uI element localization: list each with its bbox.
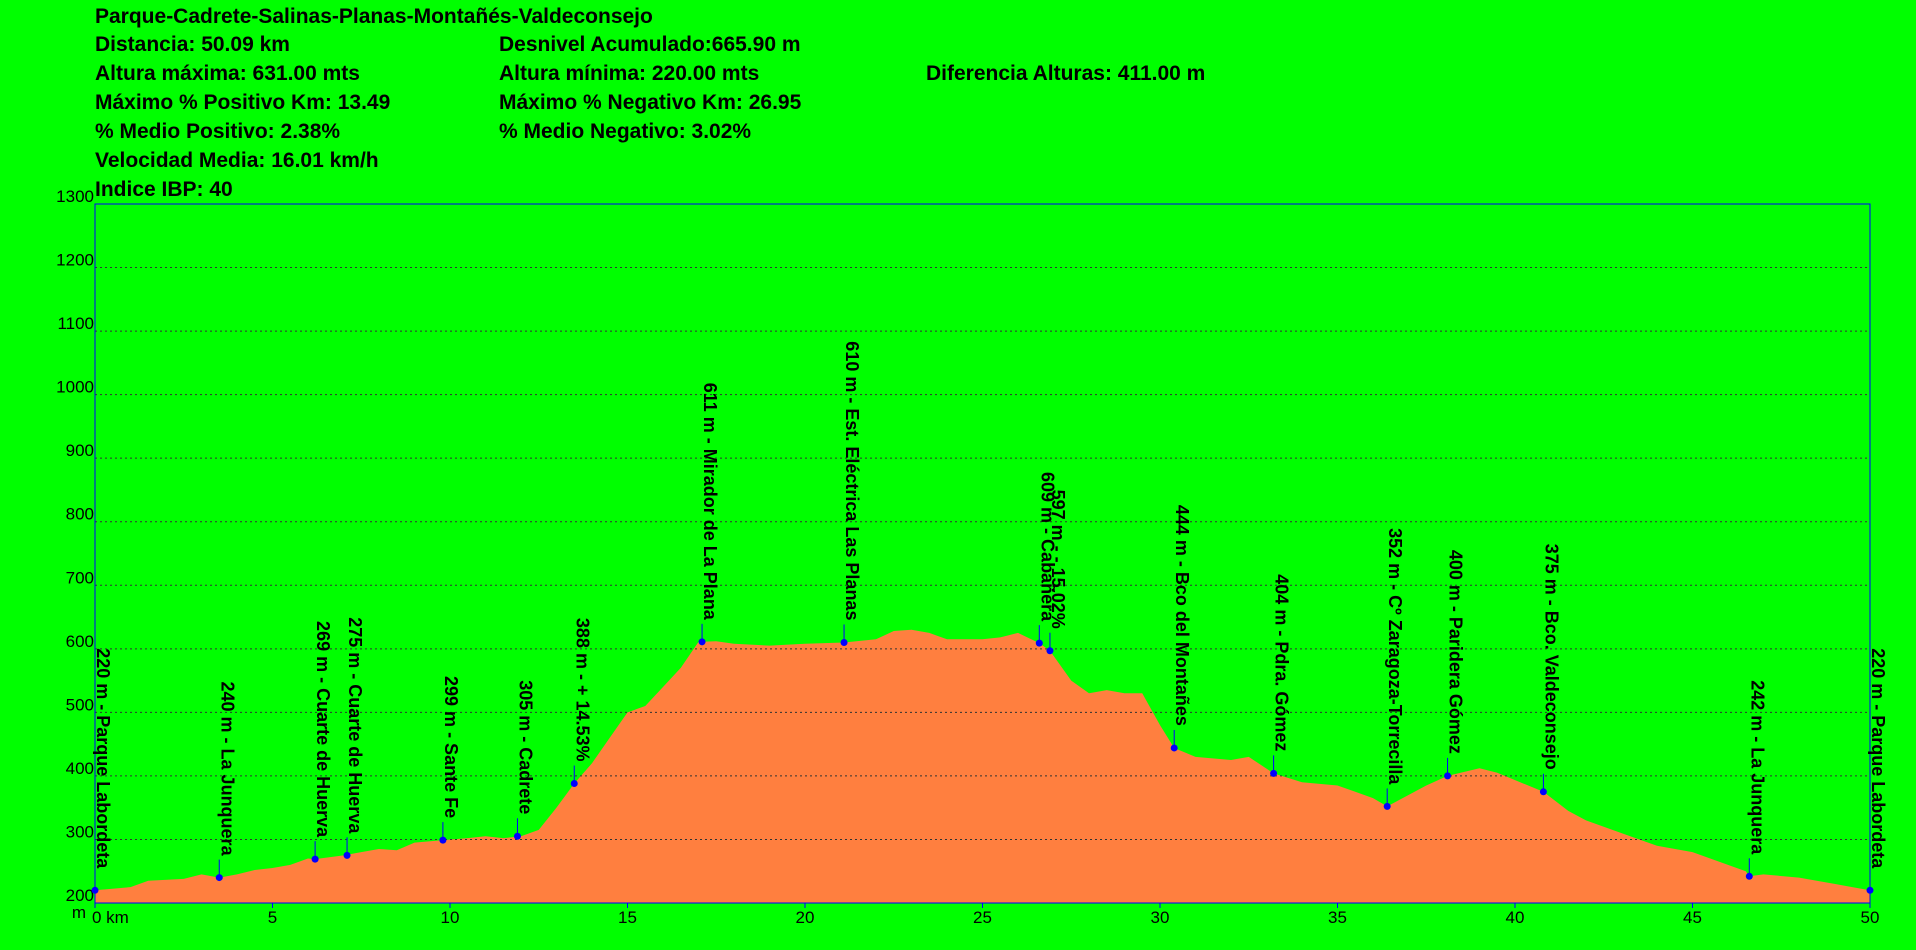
waypoint-label: 220 m - Parque Labordeta	[1868, 648, 1888, 869]
y-tick-label: 1300	[56, 187, 94, 206]
x-tick-label: 5	[268, 908, 277, 927]
y-tick-label: 1200	[56, 251, 94, 270]
y-tick-label: 800	[66, 505, 94, 524]
waypoint-label: 352 m - Cº Zaragoza-Torrecilla	[1385, 528, 1405, 785]
waypoint-label: 375 m - Bco. Valdeconsejo	[1541, 544, 1561, 770]
waypoint-label: 240 m - La Junquera	[217, 682, 237, 857]
y-tick-label: 1100	[57, 314, 94, 333]
x-tick-label: 10	[441, 908, 460, 927]
x-tick-label: 45	[1683, 908, 1702, 927]
y-axis-label: m	[72, 903, 86, 922]
stat-text: Desnivel Acumulado:665.90 m	[499, 33, 801, 56]
waypoint-label: 305 m - Cadrete	[515, 680, 535, 814]
waypoint-label: 299 m - Sante Fe	[441, 676, 461, 818]
waypoint	[1383, 802, 1391, 810]
waypoint-label: 269 m - Cuarte de Huerva	[313, 621, 333, 838]
y-tick-label: 200	[66, 886, 94, 905]
waypoint-label: 404 m - Pdra. Gómez	[1272, 574, 1292, 751]
x-tick-label: 0 km	[92, 908, 129, 927]
waypoint-label: 611 m - Mirador de La Plana	[700, 383, 720, 621]
stat-text: Altura máxima: 631.00 mts	[95, 62, 360, 85]
x-tick-label: 50	[1861, 908, 1880, 927]
y-tick-label: 500	[66, 695, 94, 714]
waypoint-label: 220 m - Parque Labordeta	[93, 648, 113, 869]
waypoint	[1444, 772, 1452, 780]
stat-text: Velocidad Media: 16.01 km/h	[95, 149, 379, 172]
x-tick-label: 25	[973, 908, 992, 927]
x-tick-label: 40	[1506, 908, 1525, 927]
plot-frame	[94, 203, 1871, 904]
y-tick-label: 600	[66, 632, 94, 651]
y-tick-label: 300	[66, 822, 94, 841]
waypoint-label: 400 m - Paridera Gómez	[1446, 550, 1466, 754]
x-tick-label: 15	[618, 908, 637, 927]
waypoint	[439, 836, 447, 844]
waypoint	[1270, 769, 1278, 777]
elevation-area	[95, 629, 1870, 903]
y-tick-label: 400	[66, 759, 94, 778]
stat-text: Altura mínima: 220.00 mts	[499, 62, 759, 85]
stat-text: Distancia: 50.09 km	[95, 33, 290, 56]
waypoint	[91, 886, 99, 894]
stat-text: % Medio Negativo: 3.02%	[499, 120, 751, 143]
stat-text: Máximo % Positivo Km: 13.49	[95, 91, 390, 114]
waypoint-label: 597 m - - 15.02%	[1048, 490, 1068, 629]
stat-text: Indice IBP: 40	[95, 178, 233, 201]
waypoint	[311, 855, 319, 863]
stat-text: Diferencia Alturas: 411.00 m	[926, 62, 1205, 85]
waypoint	[840, 638, 848, 646]
stat-text: Máximo % Negativo Km: 26.95	[499, 91, 802, 114]
x-tick-label: 30	[1151, 908, 1170, 927]
chart-title: Parque-Cadrete-Salinas-Planas-Montañés-V…	[95, 5, 653, 28]
waypoint	[513, 832, 521, 840]
waypoint-label: 609 m - Cabañera	[1037, 472, 1057, 622]
waypoint-label: 388 m - + 14.53%	[572, 618, 592, 762]
waypoint	[1866, 886, 1874, 894]
y-tick-label: 1000	[56, 378, 94, 397]
waypoint-label: 444 m - Bco del Montañes	[1172, 505, 1192, 726]
waypoint	[1046, 647, 1054, 655]
waypoint	[1539, 788, 1547, 796]
x-tick-label: 35	[1328, 908, 1347, 927]
x-tick-label: 20	[796, 908, 815, 927]
waypoint	[570, 780, 578, 788]
waypoint	[698, 638, 706, 646]
waypoint-label: 275 m - Cuarte de Huerva	[345, 617, 365, 834]
waypoint-label: 610 m - Est. Eléctrica Las Planas	[842, 341, 862, 620]
waypoint-label: 242 m - La Junquera	[1747, 680, 1767, 855]
waypoint	[343, 851, 351, 859]
y-tick-label: 700	[66, 568, 94, 587]
waypoint	[1745, 872, 1753, 880]
y-tick-label: 900	[66, 441, 94, 460]
waypoint	[1035, 639, 1043, 647]
waypoint	[1170, 744, 1178, 752]
stat-text: % Medio Positivo: 2.38%	[95, 120, 340, 143]
waypoint	[215, 874, 223, 882]
